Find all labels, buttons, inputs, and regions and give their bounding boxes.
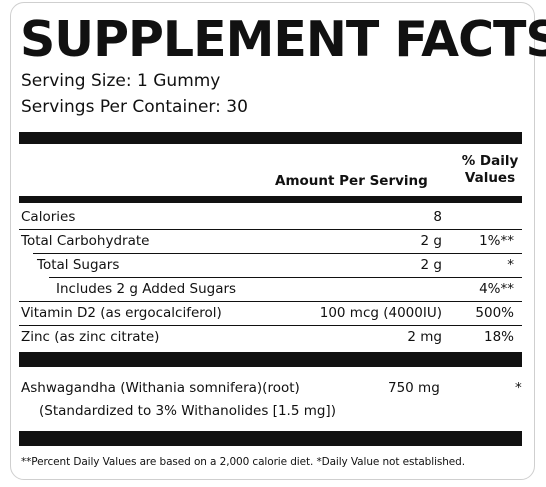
nutrient-amount: 2 g bbox=[420, 257, 442, 273]
supplement-facts-panel bbox=[10, 2, 535, 480]
daily-value-header-line2: Values bbox=[464, 170, 516, 186]
serving-size: Serving Size: 1 Gummy bbox=[21, 71, 221, 91]
nutrient-row-calories: Calories 8 bbox=[19, 206, 522, 230]
nutrient-row-total-sugars: Total Sugars 2 g * bbox=[19, 254, 522, 278]
panel-title: SUPPLEMENT FACTS bbox=[20, 11, 546, 68]
ashwagandha-daily-value: * bbox=[515, 380, 522, 396]
servings-per-container: Servings Per Container: 30 bbox=[21, 97, 248, 117]
ashwagandha-name: Ashwagandha (Withania somnifera)(root) bbox=[21, 380, 300, 396]
nutrient-name: Includes 2 g Added Sugars bbox=[56, 281, 237, 297]
nutrient-amount: 100 mcg (4000IU) bbox=[319, 305, 442, 321]
thick-divider-top bbox=[19, 132, 522, 144]
nutrient-daily-value: 500% bbox=[475, 305, 514, 321]
row-divider bbox=[33, 253, 522, 254]
row-divider bbox=[19, 325, 522, 326]
nutrient-name: Total Sugars bbox=[37, 257, 120, 273]
row-divider bbox=[49, 277, 522, 278]
nutrient-name: Zinc (as zinc citrate) bbox=[21, 329, 160, 345]
daily-value-header-line1: % Daily bbox=[461, 153, 519, 169]
ashwagandha-amount: 750 mg bbox=[388, 380, 440, 396]
nutrient-name: Calories bbox=[21, 209, 76, 225]
thick-divider-header bbox=[19, 196, 522, 203]
thick-divider-bottom bbox=[19, 431, 522, 446]
nutrient-daily-value: 4%** bbox=[479, 281, 514, 297]
amount-per-serving-header: Amount Per Serving bbox=[275, 173, 428, 189]
nutrient-row-zinc: Zinc (as zinc citrate) 2 mg 18% bbox=[19, 326, 522, 350]
nutrient-row-added-sugars: Includes 2 g Added Sugars 4%** bbox=[19, 278, 522, 302]
daily-value-footnote: **Percent Daily Values are based on a 2,… bbox=[21, 456, 465, 468]
thick-divider-middle bbox=[19, 352, 522, 367]
nutrient-row-vitamin-d2: Vitamin D2 (as ergocalciferol) 100 mcg (… bbox=[19, 302, 522, 326]
nutrient-row-total-carbohydrate: Total Carbohydrate 2 g 1%** bbox=[19, 230, 522, 254]
nutrient-name: Vitamin D2 (as ergocalciferol) bbox=[21, 305, 222, 321]
row-divider bbox=[19, 229, 522, 230]
ashwagandha-row: Ashwagandha (Withania somnifera)(root) (… bbox=[21, 377, 522, 423]
nutrient-daily-value: 18% bbox=[483, 329, 514, 345]
nutrient-amount: 2 g bbox=[420, 233, 442, 249]
ashwagandha-standardization: (Standardized to 3% Withanolides [1.5 mg… bbox=[39, 403, 336, 419]
nutrient-daily-value: * bbox=[507, 257, 514, 273]
nutrient-name: Total Carbohydrate bbox=[21, 233, 150, 249]
nutrient-amount: 2 mg bbox=[407, 329, 442, 345]
nutrient-daily-value: 1%** bbox=[479, 233, 514, 249]
row-divider bbox=[19, 301, 522, 302]
nutrient-amount: 8 bbox=[433, 209, 442, 225]
